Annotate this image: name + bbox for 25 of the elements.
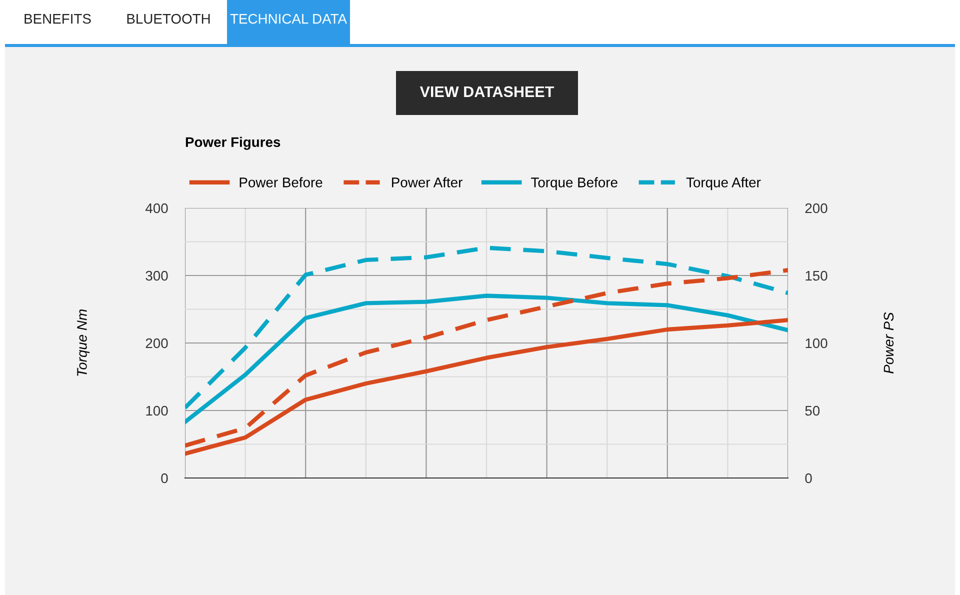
y-tick-label: 300: [146, 270, 168, 281]
y2-tick-label: 0: [805, 473, 812, 484]
line-series: [185, 294, 788, 424]
y2-axis-title: Power PS: [884, 312, 894, 374]
line-series: [185, 246, 788, 410]
line-series: [185, 318, 788, 456]
y-tick-label: 0: [161, 473, 168, 484]
legend-label: Torque After: [686, 177, 761, 190]
legend-label: Power Before: [240, 177, 322, 188]
text: TECHNICAL DATA: [230, 14, 347, 24]
y2-tick-label: 100: [806, 338, 828, 348]
text: VIEW DATASHEET: [420, 86, 554, 98]
line-series: [185, 268, 788, 448]
y-tick-label: 200: [146, 338, 168, 348]
legend-label: Torque Before: [531, 177, 618, 190]
y-tick-label: 100: [146, 406, 168, 416]
y2-tick-label: 50: [805, 406, 820, 416]
text: BLUETOOTH: [127, 14, 210, 24]
y-axis-title: Torque Nm: [77, 310, 90, 376]
chart-title: Power Figures: [186, 136, 280, 150]
legend-label: Power After: [392, 177, 462, 188]
text: BENEFITS: [24, 14, 91, 24]
y2-tick-label: 200: [805, 203, 828, 214]
y2-tick-label: 150: [806, 270, 828, 281]
y-tick-label: 400: [145, 203, 168, 214]
